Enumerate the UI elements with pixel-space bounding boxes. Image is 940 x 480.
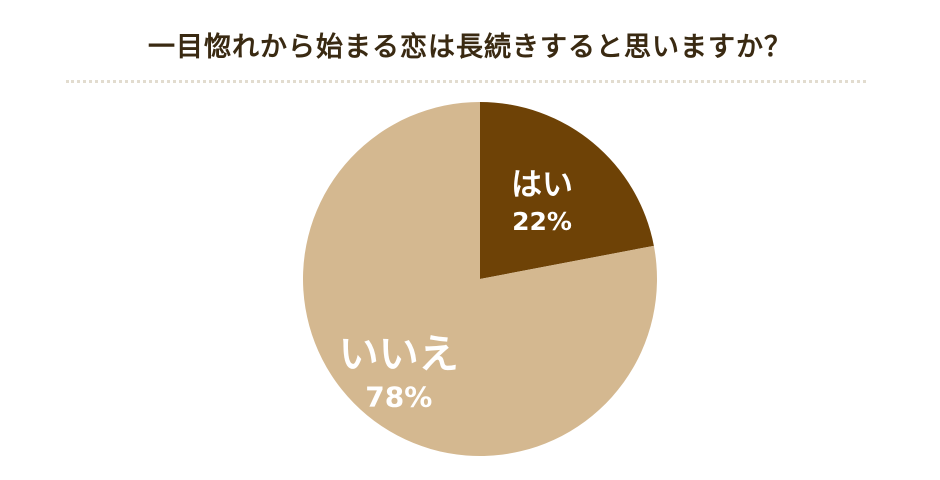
pie-slices — [302, 102, 658, 457]
slice-label-1: はい — [511, 167, 573, 203]
pie-slice-1 — [480, 102, 654, 279]
chart-title: 一目惚れから始まる恋は長続きすると思いますか？ — [148, 32, 792, 63]
slice-label-2: いいえ — [339, 331, 459, 377]
title-divider — [66, 80, 866, 83]
slice-value-1: 22% — [512, 207, 572, 236]
pie-labels: はい 22% いいえ 78% — [339, 167, 573, 413]
slice-value-2: 78% — [365, 381, 432, 414]
pie-slice-2 — [302, 102, 658, 457]
